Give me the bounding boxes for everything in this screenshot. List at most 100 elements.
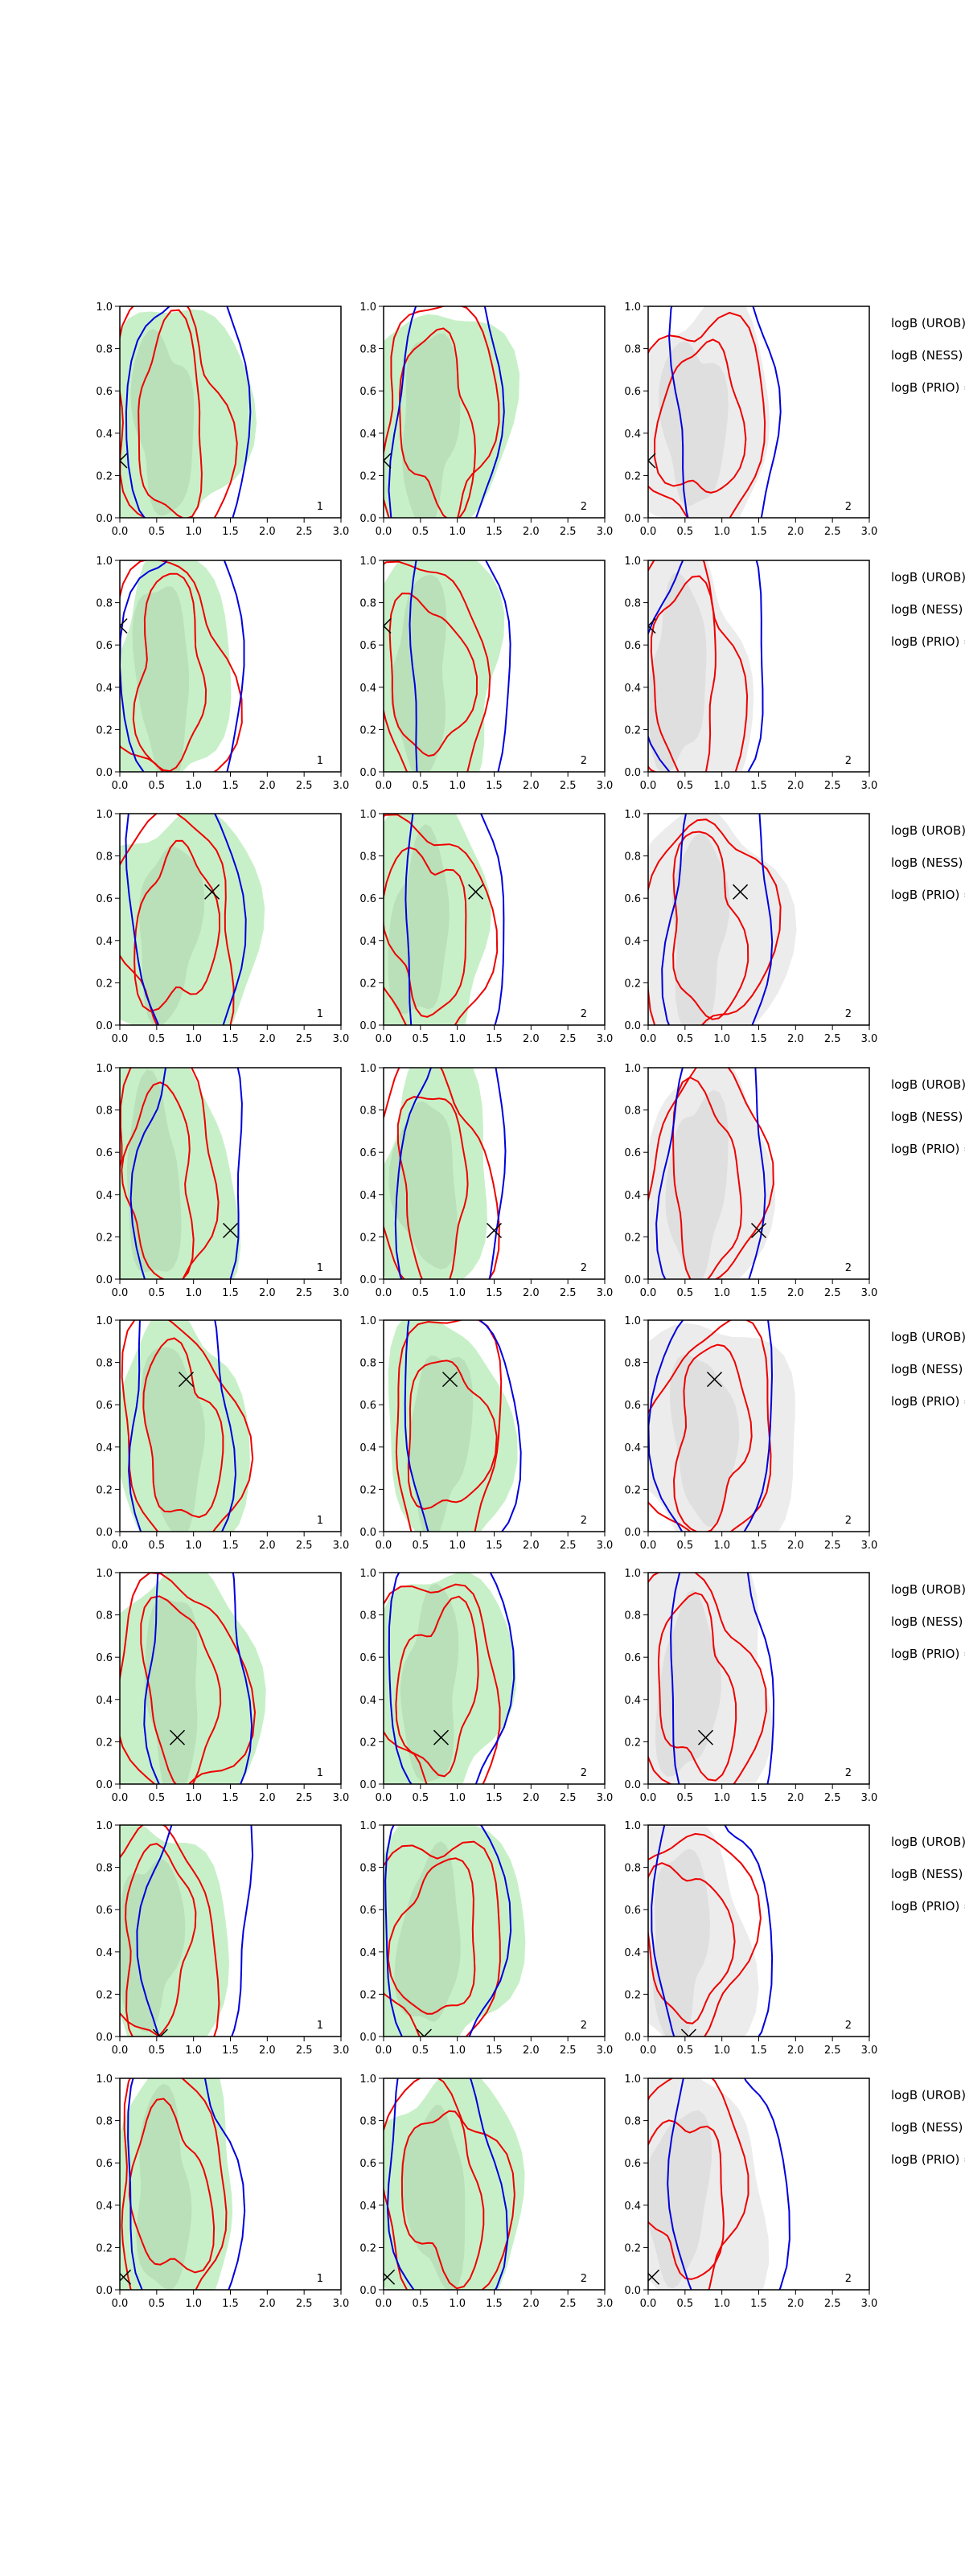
y-tick-label: 1.0: [624, 1820, 641, 1832]
marker: [384, 2269, 396, 2285]
x-tick-label: 0.5: [412, 1540, 429, 1552]
y-tick-label: 0.6: [359, 1652, 376, 1664]
marker-cross: [204, 884, 220, 900]
y-tick-label: 0.8: [624, 1105, 641, 1118]
contour-red-inner: [128, 2098, 216, 2274]
contour-red-outer: [384, 560, 491, 772]
density-core: [670, 1354, 740, 1528]
x-tick-label: 1.0: [449, 1287, 466, 1299]
contour-red-outer: [648, 560, 749, 772]
x-tick-label: 3.0: [597, 1033, 614, 1045]
y-tick-label: 0.0: [624, 1020, 641, 1032]
panel: [384, 306, 520, 518]
panel: [384, 1825, 526, 2037]
x-tick-label: 0.0: [640, 1792, 657, 1804]
marker-cross: [750, 1222, 767, 1239]
density-core: [655, 1589, 721, 1777]
x-tick-label: 2.5: [824, 2298, 841, 2310]
y-tick-label: 0.6: [624, 2158, 641, 2170]
x-tick-label: 1.0: [449, 1033, 466, 1045]
panel: [120, 814, 265, 1025]
y-tick-label: 1.0: [359, 2074, 376, 2086]
panel-label: 1: [317, 1262, 323, 1274]
y-tick-label: 0.4: [359, 2201, 376, 2213]
panel-label: 2: [845, 2020, 852, 2032]
contour-red-inner: [387, 1857, 476, 2015]
panel-label: 2: [581, 755, 587, 767]
y-tick-label: 1.0: [96, 2074, 113, 2086]
x-tick-label: 1.0: [185, 780, 202, 792]
y-tick-label: 1.0: [96, 556, 113, 568]
density-core: [402, 333, 461, 518]
x-tick-label: 2.0: [787, 2045, 804, 2057]
panel-label: 1: [317, 1515, 323, 1527]
contour-red-inner: [121, 1081, 195, 1279]
marker-cross: [697, 1729, 714, 1745]
x-tick-label: 1.5: [486, 526, 503, 538]
marker: [178, 1372, 195, 1388]
y-tick-label: 0.8: [359, 1863, 376, 1875]
y-tick-label: 0.2: [359, 1232, 376, 1244]
y-tick-label: 1.0: [359, 1568, 376, 1580]
side-label: logB (PRIO) =: [891, 634, 965, 649]
x-tick-label: 2.0: [523, 526, 540, 538]
contour-red-outer: [648, 1068, 774, 1279]
x-tick-label: 1.5: [750, 526, 767, 538]
x-tick-label: 2.0: [259, 1033, 276, 1045]
contour-blue: [388, 306, 505, 518]
y-tick-label: 1.0: [624, 556, 641, 568]
y-tick-label: 0.8: [624, 851, 641, 863]
side-label: logB (UROB) =: [891, 1835, 965, 1849]
side-label: logB (NESS) =: [891, 855, 965, 870]
x-tick-label: 1.0: [713, 526, 730, 538]
density-core: [141, 1347, 205, 1532]
marker-cross: [416, 2028, 432, 2037]
x-tick-label: 0.5: [412, 1287, 429, 1299]
density-core: [400, 2104, 466, 2290]
x-tick-label: 3.0: [861, 1287, 878, 1299]
panel-label: 2: [581, 2020, 587, 2032]
panel-label: 1: [317, 2273, 323, 2285]
side-label: logB (PRIO) =: [891, 1647, 965, 1661]
y-tick-label: 1.0: [96, 301, 113, 314]
x-tick-label: 0.0: [640, 1033, 657, 1045]
y-tick-label: 0.8: [359, 851, 376, 863]
y-tick-label: 0.8: [96, 598, 113, 610]
contour-blue: [129, 1068, 243, 1279]
x-tick-label: 1.0: [185, 1033, 202, 1045]
x-tick-label: 2.5: [824, 1540, 841, 1552]
panel: [384, 1573, 516, 1784]
panel-label: 2: [581, 1008, 587, 1020]
x-tick-label: 2.5: [560, 526, 577, 538]
panel: [384, 1068, 507, 1279]
y-tick-label: 0.0: [624, 2285, 641, 2297]
x-tick-label: 0.5: [148, 1792, 165, 1804]
contour-red-outer: [648, 818, 782, 1025]
side-label: logB (PRIO) =: [891, 380, 965, 395]
x-tick-label: 3.0: [861, 1033, 878, 1045]
density-core: [388, 823, 450, 1015]
x-tick-label: 2.5: [296, 2045, 313, 2057]
x-tick-label: 0.5: [676, 1540, 693, 1552]
density-core: [659, 341, 729, 507]
x-tick-label: 1.0: [185, 1792, 202, 1804]
y-tick-label: 0.2: [624, 2242, 641, 2254]
y-tick-label: 0.6: [96, 1400, 113, 1412]
y-tick-label: 0.4: [96, 1190, 113, 1202]
x-tick-label: 1.0: [449, 1792, 466, 1804]
marker-cross: [433, 1729, 450, 1745]
panel: [648, 814, 797, 1025]
contour-blue: [143, 1573, 253, 1784]
y-tick-label: 0.4: [359, 1947, 376, 1959]
y-tick-label: 1.0: [96, 809, 113, 821]
x-tick-label: 0.0: [112, 780, 129, 792]
marker: [384, 453, 392, 469]
contour-red-outer: [120, 814, 235, 1025]
y-tick-label: 1.0: [96, 1315, 113, 1327]
y-tick-label: 0.6: [96, 893, 113, 905]
x-tick-label: 3.0: [333, 1792, 350, 1804]
side-label: logB (PRIO) =: [891, 888, 965, 902]
x-tick-label: 0.5: [412, 526, 429, 538]
x-tick-label: 3.0: [333, 780, 350, 792]
y-tick-label: 0.4: [624, 683, 641, 695]
